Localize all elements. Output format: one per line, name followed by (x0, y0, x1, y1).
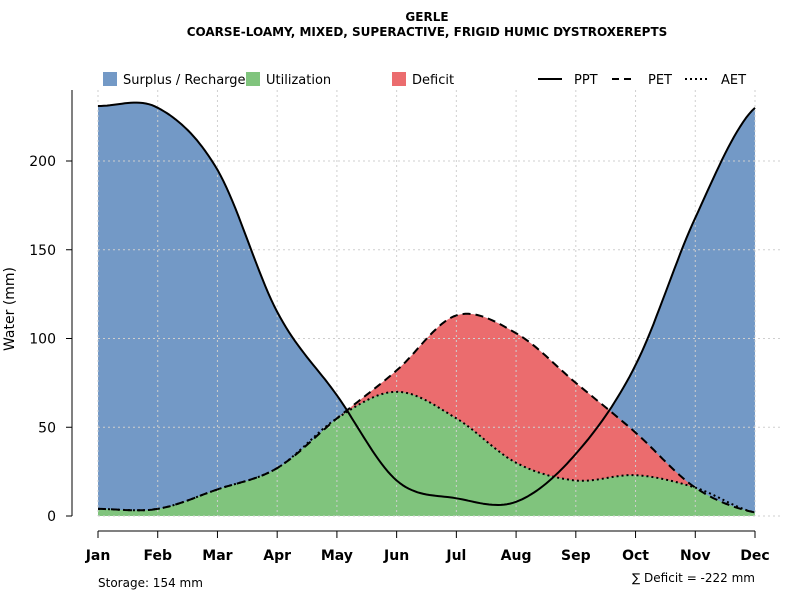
series-line-aet (98, 390, 756, 514)
legend-swatch-deficit (392, 72, 406, 86)
surplus-recharge-area-upper (98, 102, 755, 513)
legend-label-aet: AET (721, 73, 746, 88)
chart-subtitle: COARSE-LOAMY, MIXED, SUPERACTIVE, FRIGID… (187, 25, 668, 39)
storage-annotation: Storage: 154 mm (98, 576, 203, 590)
deficit-area (98, 313, 755, 513)
legend-item-deficit: Deficit (392, 72, 454, 88)
grid-layer (97, 90, 783, 517)
legend-swatch-surplus-recharge (103, 72, 117, 86)
y-tick-label-50: 50 (38, 420, 56, 436)
legend-label-deficit: Deficit (412, 73, 454, 88)
legend-swatch-utilization (246, 72, 260, 86)
y-tick-label-0: 0 (47, 509, 56, 525)
legend-item-aet: AET (685, 73, 746, 88)
x-tick-label-feb: Feb (143, 548, 172, 564)
legend-label-pet: PET (648, 73, 672, 88)
x-tick-label-may: May (321, 548, 353, 564)
legend-item-ppt: PPT (538, 73, 598, 88)
line-layer (98, 101, 756, 514)
x-tick-label-nov: Nov (680, 548, 710, 564)
axes-layer: 0 50 100 150 200 Jan Feb Mar Apr May Jun Jul Aug Sep O… (29, 90, 770, 564)
series-line-ppt (98, 101, 756, 506)
x-tick-label-oct: Oct (622, 548, 649, 564)
x-tick-label-dec: Dec (740, 548, 769, 564)
x-tick-label-jan: Jan (85, 548, 111, 564)
x-tick-label-jul: Jul (445, 548, 466, 564)
x-tick-label-jun: Jun (383, 548, 409, 564)
legend-item-surplus-recharge: Surplus / Recharge (103, 72, 246, 88)
x-tick-label-mar: Mar (202, 548, 232, 564)
deficit-annotation: ∑ Deficit = -222 mm (632, 571, 755, 585)
series-line-pet (98, 312, 756, 514)
y-axis-label: Water (mm) (2, 267, 18, 351)
chart-title: GERLE (405, 10, 448, 24)
utilization-area (98, 391, 755, 516)
legend-label-ppt: PPT (574, 73, 598, 88)
legend-label-surplus-recharge: Surplus / Recharge (123, 73, 246, 88)
legend-item-utilization: Utilization (246, 72, 331, 88)
legend: Surplus / Recharge Utilization Deficit PPT P… (103, 72, 746, 88)
legend-item-pet: PET (612, 73, 672, 88)
x-tick-label-sep: Sep (561, 548, 591, 564)
y-tick-label-200: 200 (29, 154, 56, 170)
x-tick-label-apr: Apr (263, 548, 291, 564)
x-tick-label-aug: Aug (501, 548, 532, 564)
y-tick-label-100: 100 (29, 332, 56, 348)
legend-label-utilization: Utilization (266, 73, 331, 88)
area-layer (98, 102, 755, 516)
y-tick-label-150: 150 (29, 243, 56, 259)
